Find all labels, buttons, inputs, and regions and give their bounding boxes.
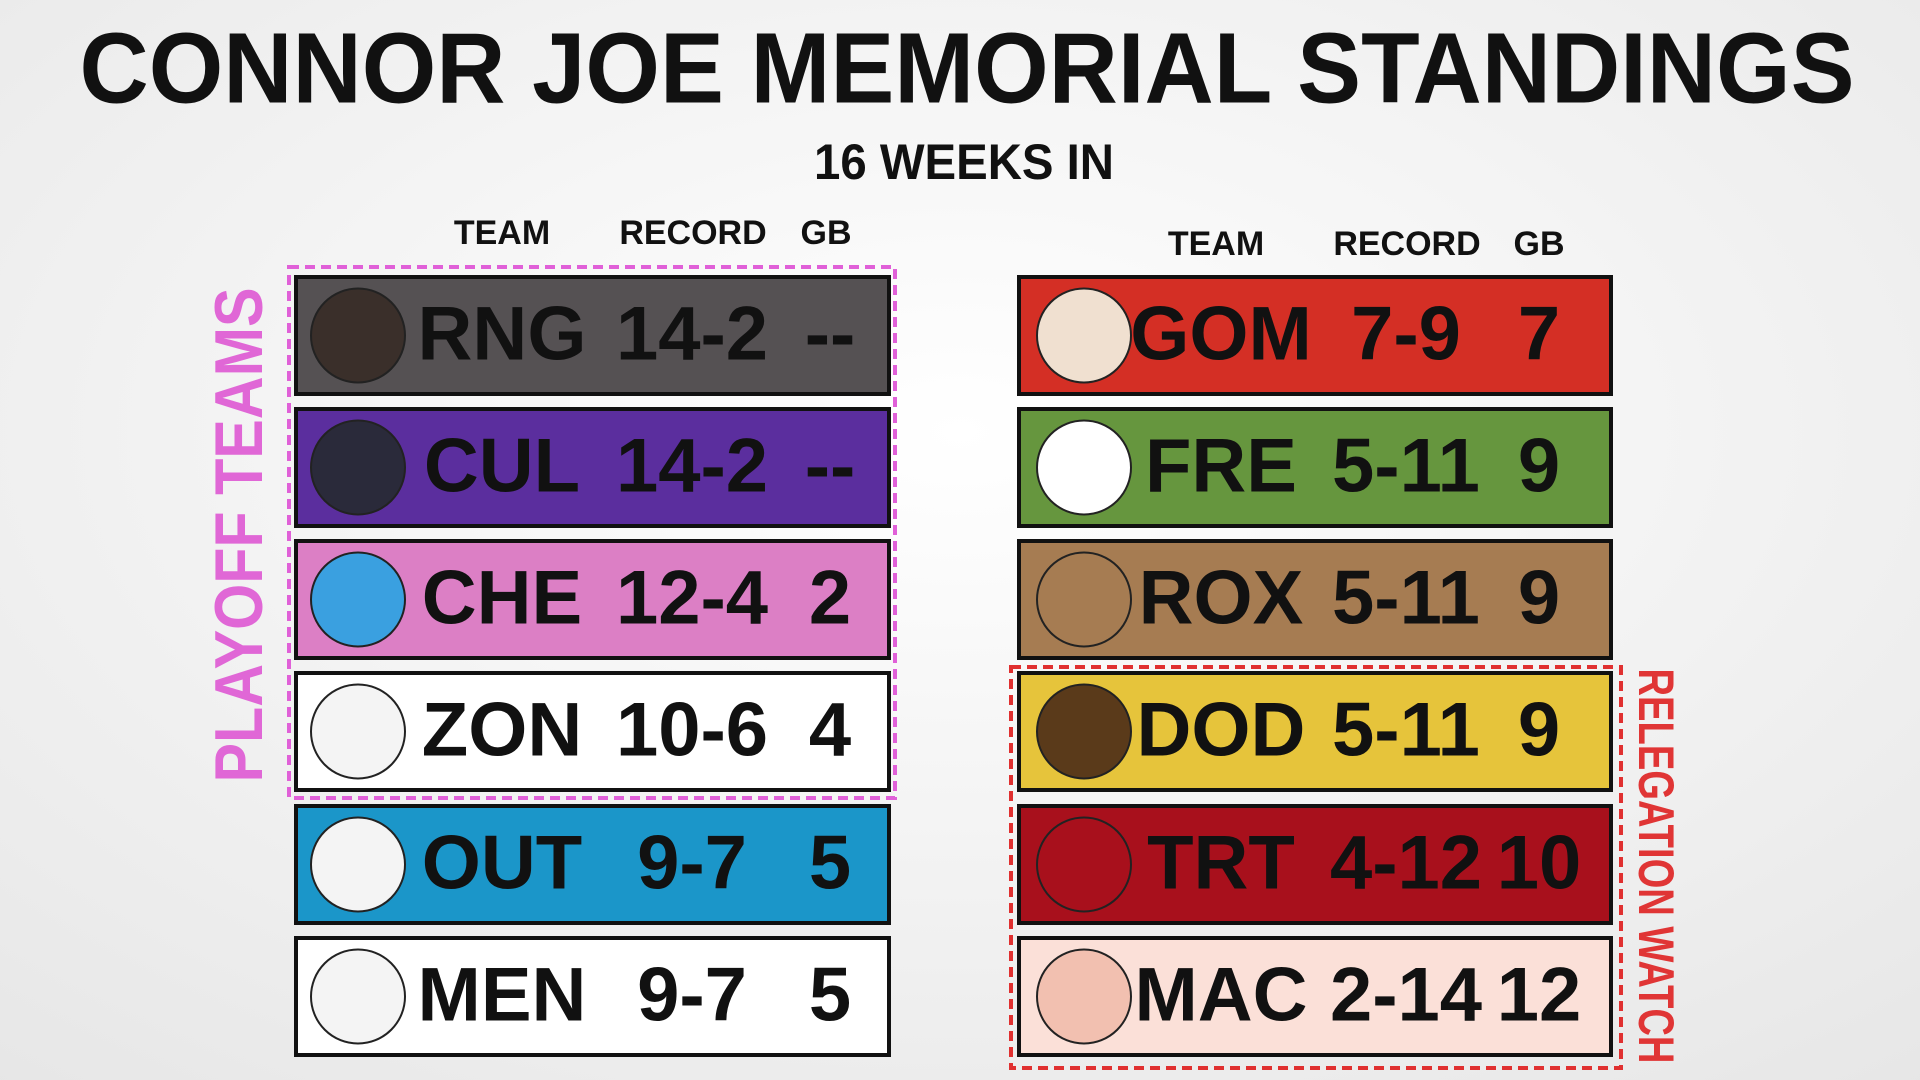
column-header: TEAM [454,214,550,252]
games-back: 9 [1518,424,1560,509]
team-row [1017,936,1613,1057]
games-back: 2 [809,556,851,641]
games-back: -- [805,424,856,509]
subtitle: 16 WEEKS IN [814,134,1114,190]
title: CONNOR JOE MEMORIAL STANDINGS [80,12,1855,124]
games-back: 9 [1518,688,1560,773]
team-name: OUT [422,821,582,906]
team-avatar [1036,683,1132,780]
games-back: 4 [809,688,851,773]
team-name: ROX [1139,556,1304,641]
team-record: 9-7 [637,821,747,906]
team-avatar [310,683,406,780]
team-name: ZON [422,688,582,773]
team-avatar [1036,816,1132,913]
games-back: 10 [1497,821,1582,906]
team-avatar [310,551,406,648]
games-back: 5 [809,953,851,1038]
team-record: 2-14 [1330,953,1482,1038]
team-avatar [1036,948,1132,1045]
team-record: 10-6 [616,688,768,773]
tables: TEAM RECORD GB RNG 14-2 -- CUL 14-2 -- CHE 12-4 2 ZO… [294,214,1613,1057]
team-record: 5-11 [1332,688,1480,773]
team-name: FRE [1145,424,1297,509]
games-back: 12 [1497,953,1582,1038]
team-name: RNG [418,292,587,377]
games-back: 5 [809,821,851,906]
playoff-label: PLAYOFF TEAMS [201,288,277,783]
games-back: -- [805,292,856,377]
team-avatar [310,419,406,516]
team-avatar [310,948,406,1045]
team-record: 4-12 [1330,821,1482,906]
team-row [294,275,891,396]
relegation-label: RELEGATION WATCH [1628,669,1684,1064]
team-name: TRT [1147,821,1295,906]
team-record: 14-2 [616,424,768,509]
team-record: 7-9 [1351,292,1461,377]
team-record: 5-11 [1332,424,1480,509]
column-header: RECORD [1333,225,1480,263]
games-back: 7 [1518,292,1560,377]
team-avatar [1036,287,1132,384]
team-name: GOM [1130,292,1312,377]
playoff-box [287,265,897,800]
team-avatar [310,816,406,913]
team-avatar [1036,419,1132,516]
team-record: 5-11 [1332,556,1480,641]
column-header: RECORD [619,214,766,252]
team-name: DOD [1137,688,1306,773]
team-name: CUL [424,424,580,509]
team-avatar [1036,551,1132,648]
relegation-box [1009,665,1623,1070]
team-name: MEN [418,953,587,1038]
column-header: GB [1514,225,1565,263]
team-record: 14-2 [616,292,768,377]
team-name: CHE [422,556,582,641]
team-record: 9-7 [637,953,747,1038]
team-avatar [310,287,406,384]
column-header: GB [801,214,852,252]
games-back: 9 [1518,556,1560,641]
column-header: TEAM [1168,225,1264,263]
team-record: 12-4 [616,556,768,641]
team-name: MAC [1134,953,1307,1038]
